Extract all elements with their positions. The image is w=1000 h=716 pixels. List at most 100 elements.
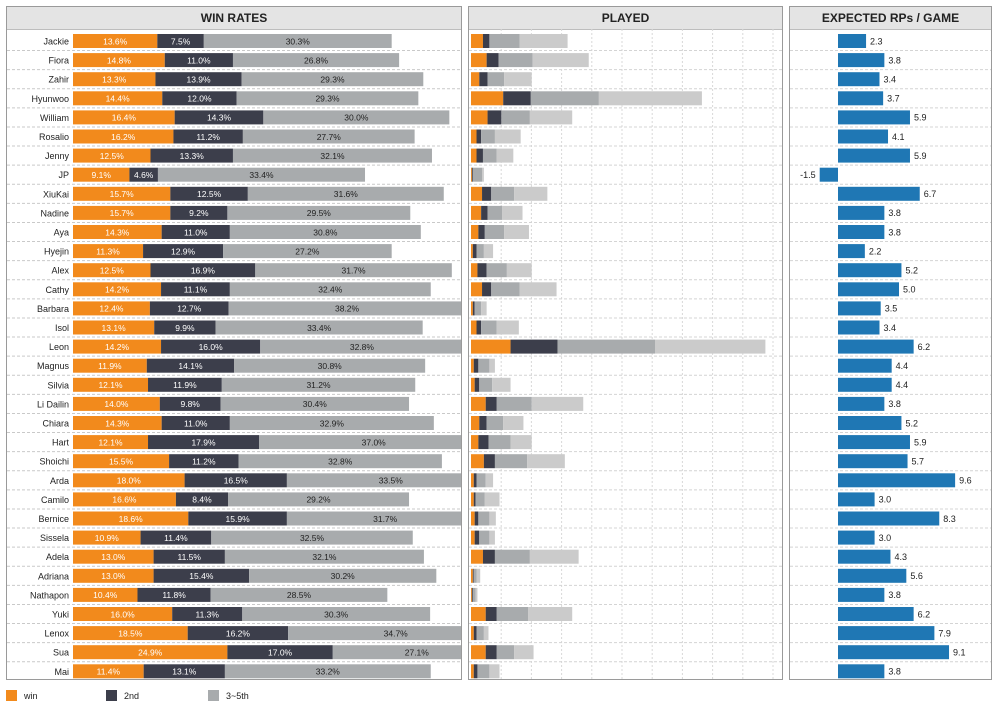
win-rate-bar-win-li-dailin: [73, 396, 160, 411]
rp-bar-alex: [838, 263, 902, 278]
rp-bar-barbara: [838, 301, 881, 316]
played-bar-0-barbara: [471, 301, 473, 316]
category-label-isol: Isol: [55, 323, 69, 333]
win-rate-label-win-bernice: 18.6%: [119, 514, 144, 524]
win-rate-bar-win-shoichi: [73, 454, 170, 469]
category-label-cathy: Cathy: [45, 285, 69, 295]
category-label-william: William: [40, 113, 69, 123]
played-bar-0-mai: [471, 664, 474, 679]
played-bar-3-barbara: [481, 301, 487, 316]
win-rate-bar-3-5th-barbara: [228, 301, 461, 316]
played-bar-3-jp: [482, 167, 484, 182]
rp-bar-jenny: [838, 148, 910, 163]
win-rate-label-2nd-sissela: 11.4%: [164, 533, 188, 543]
played-bar-3-sua: [514, 645, 534, 660]
win-rates-panel: WIN RATES Jackie 13.6% 7.5% 30.3% Fiora 14.8%…: [6, 6, 462, 680]
win-rate-bar-win-sua: [73, 645, 228, 660]
win-rate-label-2nd-shoichi: 11.2%: [192, 457, 216, 467]
played-bar-0-yuki: [471, 607, 486, 621]
played-bar-2-jp: [472, 167, 483, 182]
win-rate-bar-win-silvia: [73, 377, 149, 392]
played-bar-2-sua: [496, 645, 515, 660]
win-rate-label-win-chiara: 14.3%: [105, 418, 130, 428]
played-bar-1-mai: [473, 664, 478, 679]
win-rate-label-3-5th-hyunwoo: 29.3%: [315, 94, 340, 104]
rp-bar-jp: [819, 167, 838, 182]
win-rate-bar-3-5th-leon: [260, 339, 461, 354]
win-rate-bar-2nd-adriana: [153, 568, 250, 583]
legend-swatch-win: [6, 690, 17, 701]
played-bar-1-arda: [473, 473, 477, 488]
win-rate-bar-win-leon: [73, 339, 162, 354]
win-rate-label-3-5th-jenny: 32.1%: [320, 151, 345, 161]
played-bar-2-hyejin: [476, 244, 484, 259]
rp-label-shoichi: 5.7: [912, 457, 925, 467]
win-rate-label-2nd-xiukai: 12.5%: [197, 189, 222, 199]
win-rate-bar-win-hyejin: [73, 244, 144, 259]
played-bar-0-hyejin: [471, 244, 473, 259]
played-bar-3-nathapon: [475, 587, 478, 602]
win-rate-label-3-5th-shoichi: 32.8%: [328, 457, 353, 467]
category-label-silvia: Silvia: [47, 380, 69, 390]
played-bar-2-xiukai: [491, 186, 515, 201]
rp-bar-cathy: [838, 282, 899, 297]
win-rate-bar-3-5th-lenox: [288, 626, 461, 641]
played-bar-0-isol: [471, 320, 477, 335]
played-bar-0-lenox: [471, 626, 474, 641]
played-bar-1-nathapon: [471, 587, 473, 602]
win-rate-bar-2nd-magnus: [146, 358, 235, 373]
played-bar-2-alex: [486, 263, 507, 278]
rp-label-cathy: 5.0: [903, 285, 916, 295]
win-rate-label-3-5th-aya: 30.8%: [313, 227, 338, 237]
rp-label-li-dailin: 3.8: [888, 399, 901, 409]
win-rate-bar-win-william: [73, 110, 175, 125]
win-rate-bar-win-hart: [73, 435, 149, 450]
win-rate-bar-2nd-camilo: [175, 492, 228, 507]
played-bar-0-jackie: [471, 34, 483, 48]
category-label-sua: Sua: [53, 648, 69, 658]
played-bar-0-leon: [471, 339, 511, 354]
played-bar-3-arda: [485, 473, 494, 488]
category-label-xiukai: XiuKai: [43, 189, 69, 199]
win-rate-label-3-5th-jp: 33.4%: [249, 170, 274, 180]
rp-bar-adela: [838, 549, 891, 564]
win-rate-bar-2nd-yuki: [172, 607, 243, 621]
win-rate-bar-2nd-william: [174, 110, 264, 125]
played-bar-1-jp: [471, 167, 473, 182]
win-rate-bar-2nd-silvia: [148, 377, 222, 392]
played-bar-2-jenny: [482, 148, 497, 163]
win-rate-label-win-hyejin: 11.3%: [96, 246, 120, 256]
played-bar-0-nadine: [471, 205, 482, 220]
played-bar-2-aya: [484, 225, 505, 239]
rps-panel: EXPECTED RPs / GAME 2.3 3.8 3.4 3.7 5.9 4.1 5.…: [789, 6, 992, 680]
win-rate-bar-win-sissela: [73, 530, 141, 545]
win-rate-label-2nd-lenox: 16.2%: [226, 628, 251, 638]
played-bar-1-barbara: [472, 301, 475, 316]
win-rate-label-2nd-hyejin: 12.9%: [171, 246, 196, 256]
win-rate-bar-2nd-jackie: [157, 34, 204, 48]
category-label-shoichi: Shoichi: [39, 457, 69, 467]
win-rate-label-2nd-mai: 13.1%: [172, 667, 197, 677]
win-rate-bar-win-nadine: [73, 205, 171, 220]
win-rate-label-2nd-li-dailin: 9.8%: [180, 399, 200, 409]
rp-label-isol: 3.4: [883, 323, 896, 333]
win-rate-label-2nd-rosalio: 11.2%: [196, 132, 220, 142]
win-rate-bar-3-5th-shoichi: [238, 454, 442, 469]
category-label-bernice: Bernice: [38, 514, 69, 524]
win-rate-bar-2nd-hyunwoo: [162, 91, 237, 106]
played-bar-3-jenny: [496, 148, 514, 163]
category-label-nadine: Nadine: [40, 208, 69, 218]
played-bar-1-silvia: [474, 377, 480, 392]
rp-bar-hyejin: [838, 244, 865, 259]
win-rate-label-win-aya: 14.3%: [105, 227, 130, 237]
win-rate-bar-3-5th-nadine: [227, 205, 411, 220]
win-rate-label-2nd-adriana: 15.4%: [189, 571, 214, 581]
played-bar-3-magnus: [489, 358, 495, 373]
played-bar-0-bernice: [471, 511, 475, 526]
win-rate-bar-2nd-arda: [184, 473, 287, 488]
played-bar-2-isol: [481, 320, 497, 335]
played-bar-1-magnus: [473, 358, 479, 373]
played-bar-2-shoichi: [494, 454, 528, 469]
win-rate-label-3-5th-hyejin: 27.2%: [295, 246, 320, 256]
rp-bar-magnus: [838, 358, 892, 373]
